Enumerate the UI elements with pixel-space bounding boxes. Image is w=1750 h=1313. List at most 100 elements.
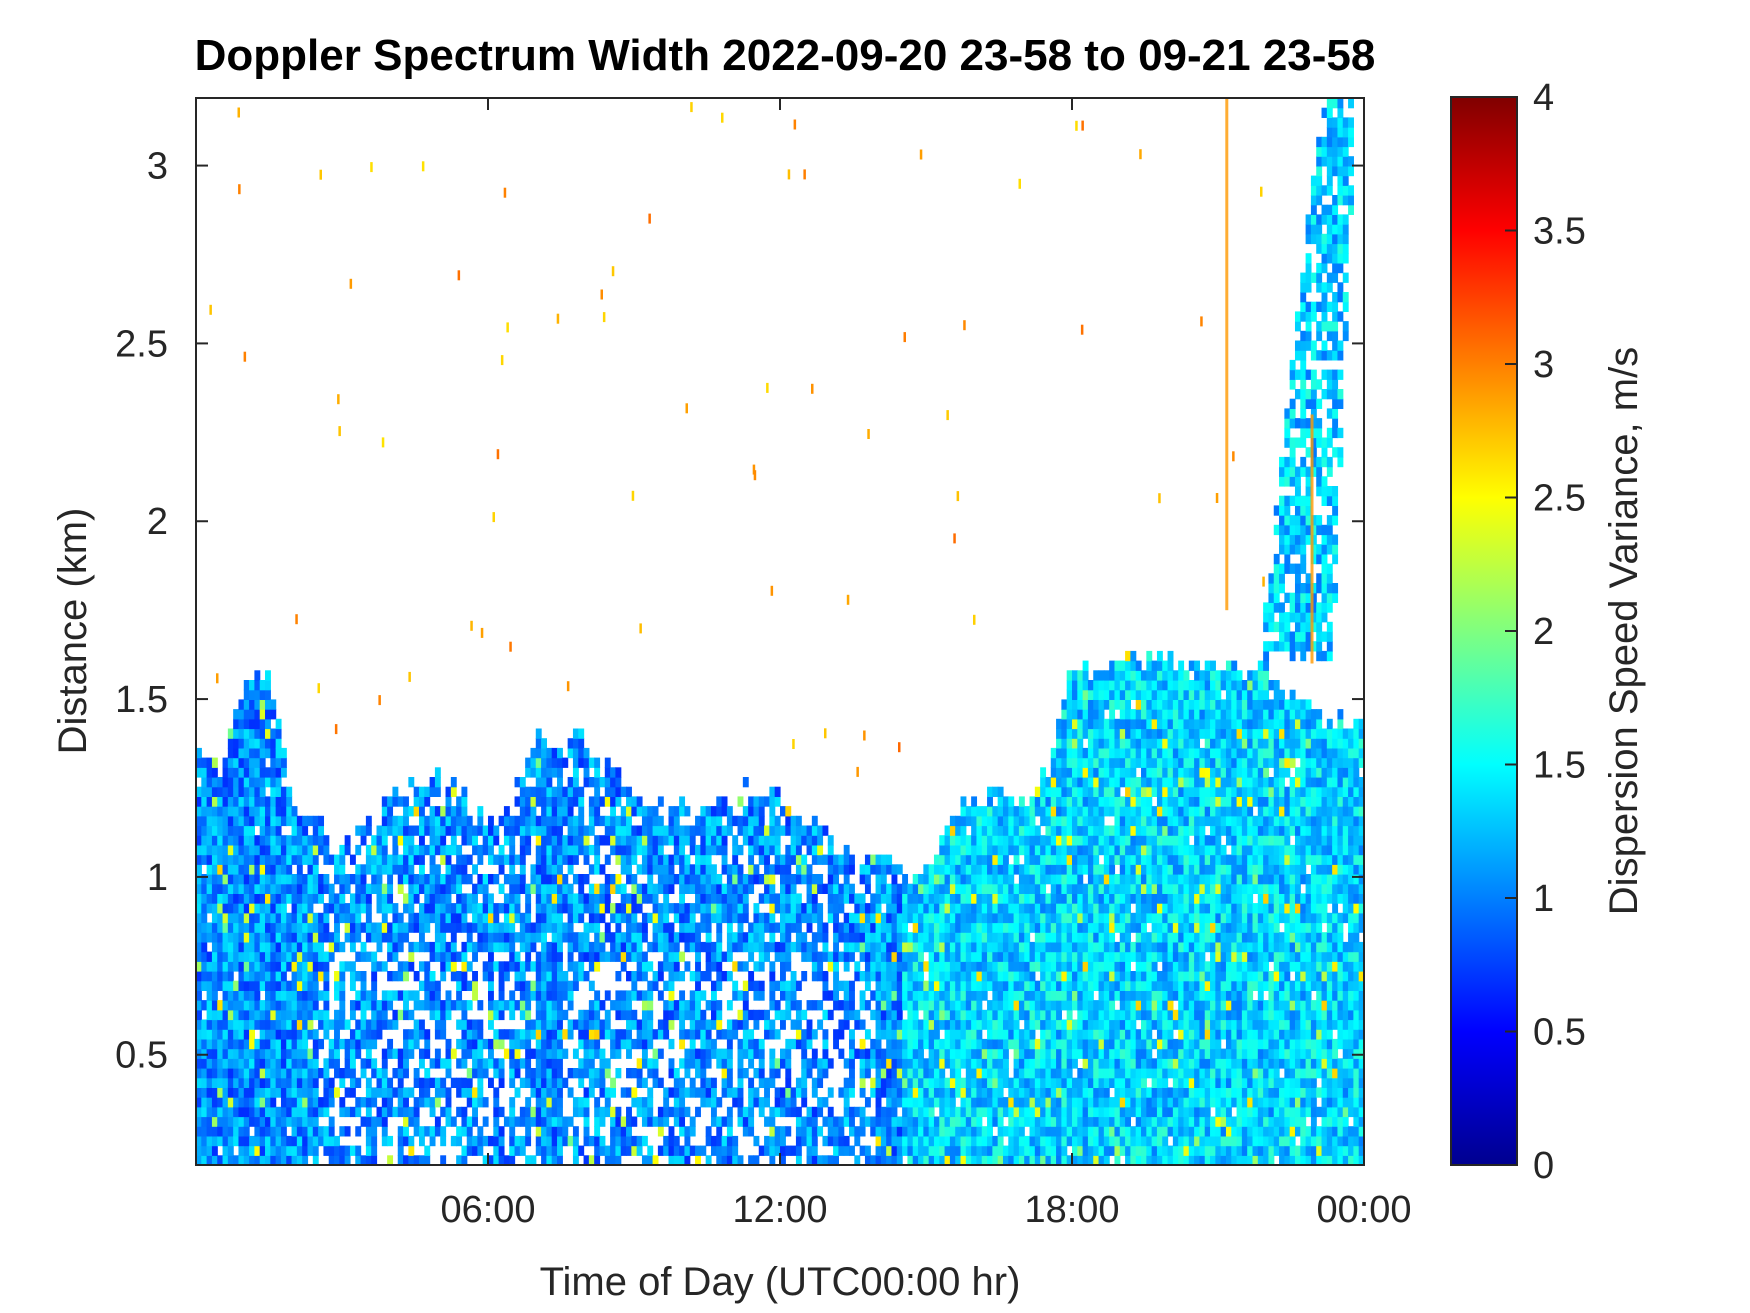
heatmap-cell	[249, 864, 255, 875]
heatmap-cell	[976, 1106, 983, 1118]
heatmap-cell	[594, 844, 601, 856]
heatmap-cell	[753, 912, 760, 924]
heatmap-cell	[280, 864, 287, 875]
heatmap-cell	[392, 854, 399, 865]
heatmap-cell	[376, 1116, 383, 1127]
heatmap-cell	[206, 844, 213, 856]
heatmap-cell	[891, 1106, 898, 1118]
heatmap-cell	[408, 835, 415, 846]
heatmap-cell	[525, 893, 532, 904]
heatmap-cell	[259, 728, 266, 739]
heatmap-cell	[578, 728, 585, 739]
heatmap-cell	[296, 854, 303, 865]
heatmap-cell	[870, 903, 877, 914]
heatmap-cell	[334, 1029, 340, 1040]
heatmap-cell	[349, 1058, 356, 1069]
heatmap-cell	[907, 932, 914, 943]
heatmap-cell	[870, 1087, 877, 1098]
heatmap-cell	[424, 1126, 431, 1137]
heatmap-cell	[434, 874, 441, 885]
heatmap-cell	[265, 1038, 271, 1050]
heatmap-cell	[870, 922, 877, 933]
heatmap-cell	[201, 912, 208, 924]
heatmap-cell	[737, 1097, 744, 1108]
heatmap-cell	[302, 990, 309, 1001]
heatmap-cell	[902, 1135, 909, 1147]
heatmap-cell	[971, 1155, 978, 1166]
heatmap-cell	[296, 1068, 303, 1079]
heatmap-cell	[259, 1145, 266, 1156]
heatmap-cell	[626, 796, 632, 807]
heatmap-cell	[519, 1106, 526, 1118]
heatmap-cell	[546, 806, 553, 817]
heatmap-cell	[302, 1097, 309, 1108]
heatmap-cell	[748, 825, 755, 836]
heatmap-cell	[997, 1126, 1004, 1137]
heatmap-cell	[780, 1009, 786, 1021]
heatmap-cell	[503, 835, 510, 846]
heatmap-cell	[1050, 786, 1057, 797]
heatmap-cell	[1013, 1106, 1020, 1118]
heatmap-cell	[992, 825, 999, 836]
heatmap-cell	[259, 980, 266, 991]
heatmap-cell	[302, 825, 309, 836]
heatmap-cell	[1050, 1116, 1057, 1127]
heatmap-cell	[944, 1048, 951, 1059]
heatmap-cell	[976, 980, 983, 991]
heatmap-cell	[684, 961, 691, 972]
heatmap-cell	[610, 806, 617, 817]
heatmap-cell	[206, 1019, 213, 1030]
heatmap-cell	[864, 1068, 871, 1079]
heatmap-cell	[1024, 961, 1031, 972]
heatmap-cell	[896, 1019, 903, 1030]
heatmap-cell	[1024, 1038, 1031, 1050]
heatmap-cell	[243, 1077, 250, 1088]
heatmap-cell	[440, 815, 447, 827]
heatmap-cell	[238, 912, 245, 924]
heatmap-cell	[541, 1145, 547, 1156]
heatmap-cell	[965, 961, 972, 972]
heatmap-cell	[971, 912, 978, 924]
heatmap-cell	[1002, 1038, 1009, 1050]
heatmap-cell	[466, 1087, 473, 1098]
heatmap-cell	[1029, 941, 1036, 953]
heatmap-cell	[997, 912, 1004, 924]
heatmap-cell	[424, 1048, 431, 1059]
heatmap-cell	[1029, 1038, 1036, 1050]
heatmap-cell	[1018, 961, 1025, 972]
heatmap-cell	[880, 1058, 887, 1069]
heatmap-cell	[780, 825, 786, 836]
heatmap-cell	[217, 893, 224, 904]
heatmap-cell	[365, 1106, 372, 1118]
heatmap-cell	[1045, 815, 1052, 827]
heatmap-cell	[488, 932, 494, 943]
heatmap-cell	[206, 971, 213, 982]
heatmap-cell	[211, 1048, 218, 1059]
heatmap-cell	[222, 941, 229, 953]
heatmap-cell	[583, 844, 590, 856]
heatmap-cell	[971, 1068, 978, 1079]
heatmap-cell	[726, 883, 733, 894]
heatmap-cell	[259, 815, 266, 827]
heatmap-cell	[519, 1038, 526, 1050]
heatmap-cell	[753, 825, 760, 836]
heatmap-cell	[535, 1029, 542, 1040]
heatmap-cell	[1018, 1116, 1025, 1127]
heatmap-cell	[758, 1058, 765, 1069]
heatmap-cell	[981, 971, 988, 982]
heatmap-cell	[472, 1038, 478, 1050]
heatmap-cell	[976, 903, 983, 914]
heatmap-cell	[716, 815, 723, 827]
heatmap-cell	[233, 990, 240, 1001]
heatmap-cell	[907, 951, 914, 962]
heatmap-cell	[275, 806, 282, 817]
heatmap-cell	[641, 1116, 648, 1127]
heatmap-cell	[1029, 883, 1036, 894]
heatmap-cell	[291, 951, 298, 962]
heatmap-cell	[461, 1155, 468, 1166]
heatmap-cell	[1013, 1155, 1020, 1166]
heatmap-cell	[748, 1116, 755, 1127]
heatmap-cell	[631, 951, 638, 962]
heatmap-cell	[668, 971, 675, 982]
heatmap-cell	[604, 1087, 611, 1098]
